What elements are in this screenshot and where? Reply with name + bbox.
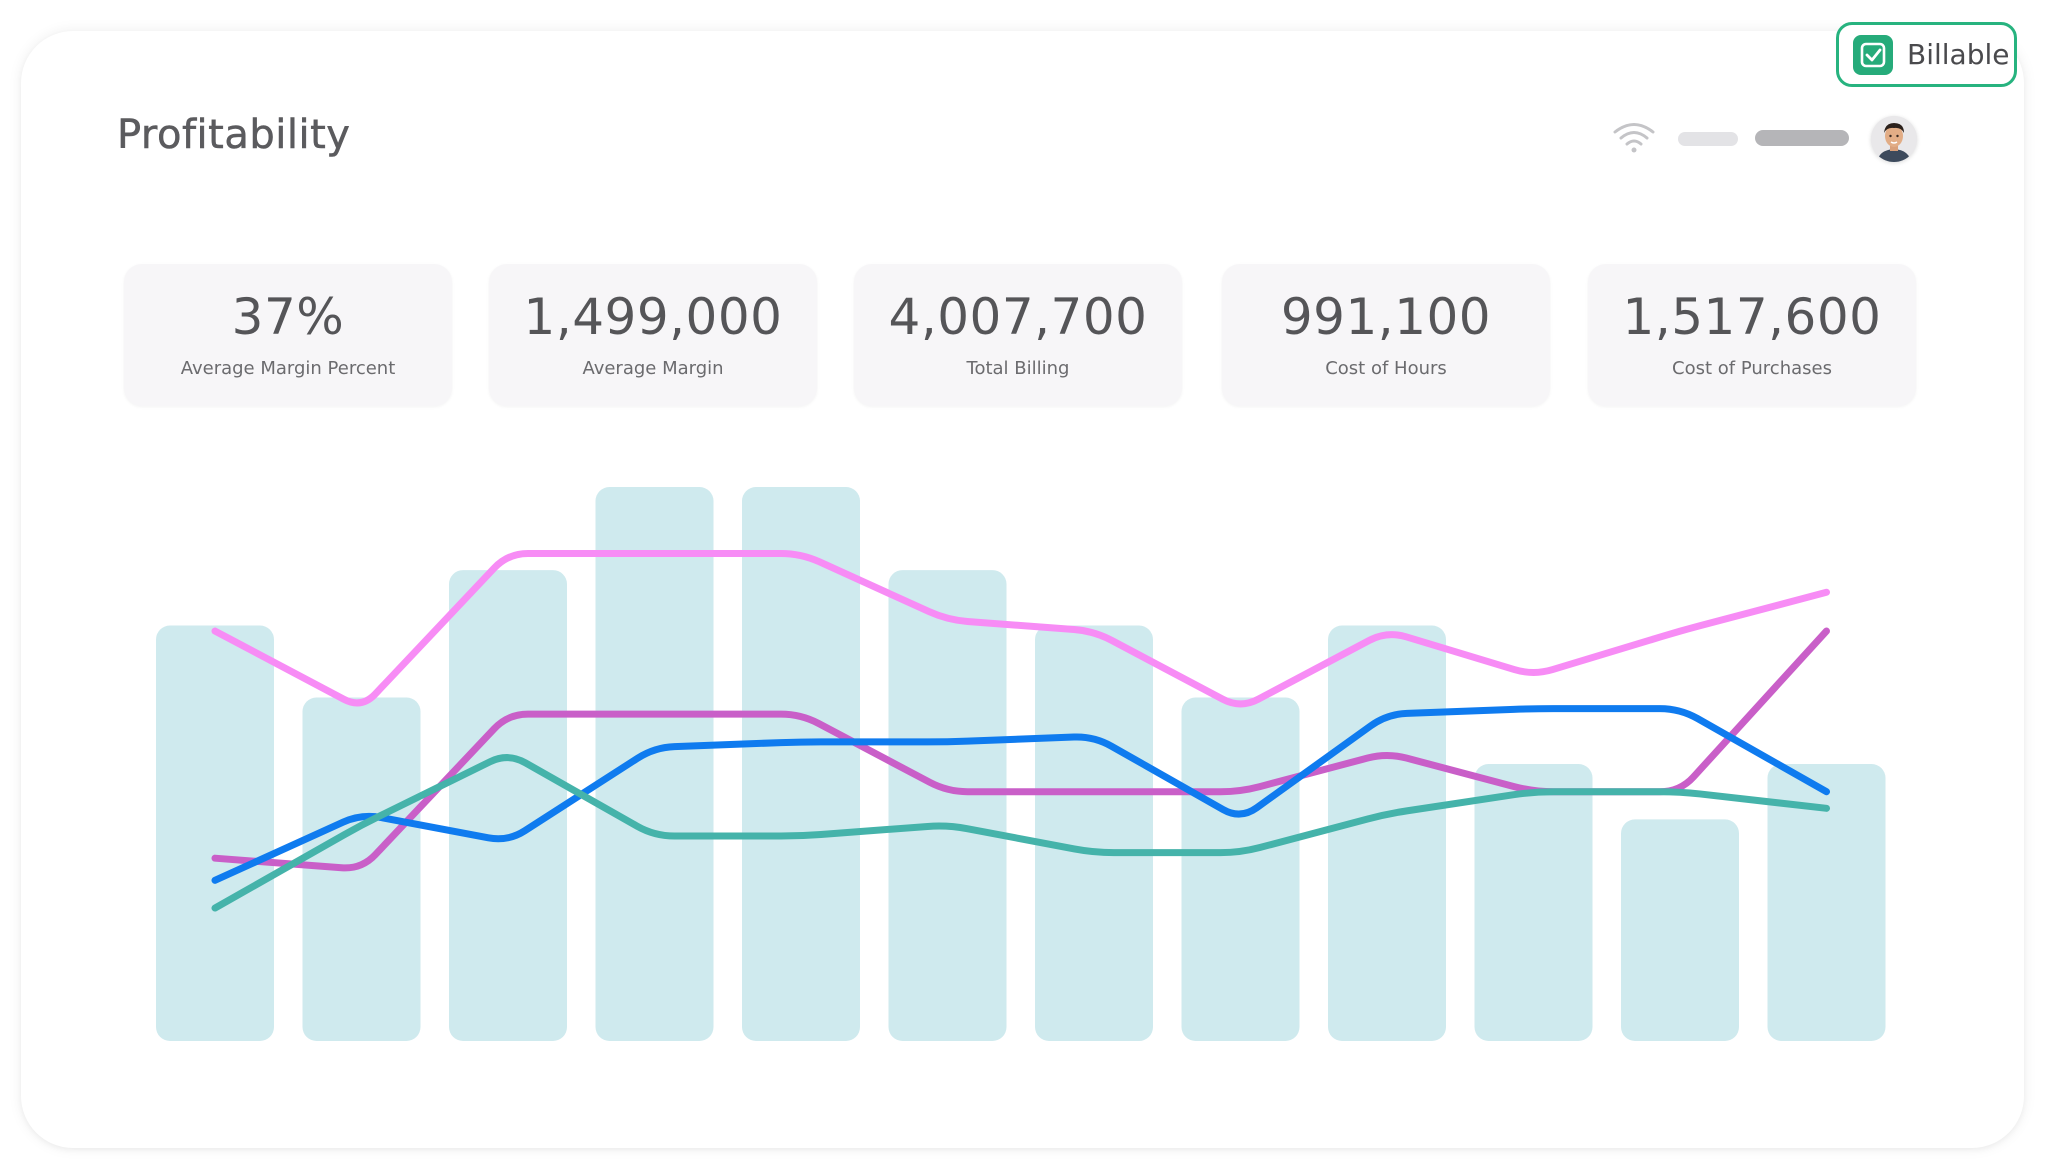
kpi-value: 37%: [231, 288, 345, 346]
kpi-value: 4,007,700: [888, 288, 1148, 346]
status-pill-long: [1755, 130, 1849, 146]
user-avatar-icon: [1871, 116, 1917, 162]
chart-bar: [156, 625, 274, 1041]
chart-bar: [449, 570, 567, 1041]
chart-bar: [1621, 819, 1739, 1041]
kpi-card-cost-of-hours: 991,100 Cost of Hours: [1222, 264, 1550, 406]
chart-bar: [1328, 625, 1446, 1041]
chart-bar: [1767, 764, 1886, 1041]
kpi-card-average-margin: 1,499,000 Average Margin: [489, 264, 817, 406]
checkbox-checked-icon: [1853, 34, 1893, 75]
chart-bar: [1474, 764, 1593, 1041]
billable-label: Billable: [1907, 38, 2010, 71]
chart-bar: [888, 570, 1007, 1041]
chart-bar: [1181, 697, 1300, 1041]
wifi-icon: [1613, 123, 1655, 153]
kpi-label: Total Billing: [966, 358, 1070, 379]
chart-line-series-3: [211, 705, 1830, 884]
chart-line-series-1: [211, 549, 1830, 708]
kpi-value: 991,100: [1280, 288, 1492, 346]
page-title: Profitability: [117, 112, 351, 159]
kpi-label: Average Margin: [582, 358, 724, 379]
chart-bar: [302, 697, 421, 1041]
kpi-card-cost-of-purchases: 1,517,600 Cost of Purchases: [1588, 264, 1916, 406]
kpi-card-average-margin-percent: 37% Average Margin Percent: [124, 264, 452, 406]
chart-bar: [742, 487, 860, 1041]
kpi-label: Cost of Purchases: [1672, 358, 1832, 379]
kpi-label: Cost of Hours: [1325, 358, 1447, 379]
kpi-value: 1,517,600: [1622, 288, 1882, 346]
chart-line-series-4: [211, 754, 1830, 912]
kpi-value: 1,499,000: [523, 288, 783, 346]
kpi-label: Average Margin Percent: [180, 358, 396, 379]
billable-badge[interactable]: Billable: [1836, 22, 2017, 87]
kpi-card-total-billing: 4,007,700 Total Billing: [854, 264, 1182, 406]
chart-bar: [595, 487, 714, 1041]
avatar[interactable]: [1871, 116, 1917, 162]
chart-bar: [1035, 625, 1153, 1041]
chart-line-series-2: [211, 627, 1830, 872]
status-pill-short: [1678, 132, 1738, 146]
